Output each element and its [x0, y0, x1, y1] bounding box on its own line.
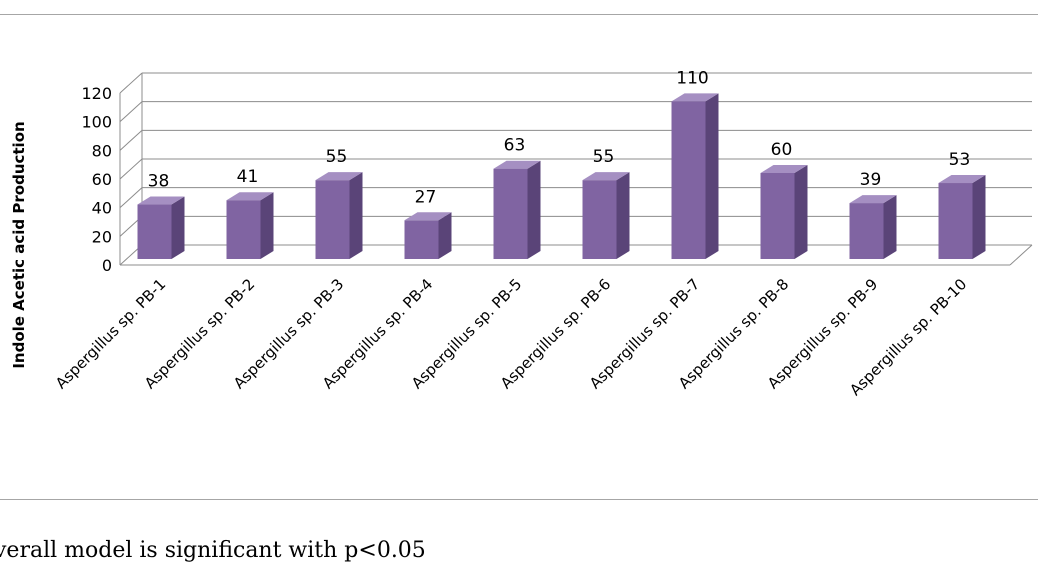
y-axis-title: Indole Acetic acid Production: [10, 121, 28, 368]
bar-front: [226, 200, 261, 259]
y-tick-label: 80: [92, 141, 112, 160]
bars-layer: [137, 93, 986, 259]
data-label: 60: [771, 140, 793, 160]
bar-side: [794, 165, 808, 259]
bar-front: [315, 180, 350, 259]
data-label: 63: [504, 136, 526, 156]
bar-top: [315, 172, 363, 181]
gridline-diagonal: [119, 72, 143, 94]
bar-side: [260, 192, 274, 259]
data-label: 53: [949, 150, 971, 170]
gridline-diagonal: [119, 158, 143, 180]
y-tick-label: 40: [92, 199, 112, 218]
bar-top: [938, 175, 986, 184]
gridline-diagonal: [119, 101, 143, 123]
y-tick-label: 120: [81, 84, 112, 103]
bar-side: [616, 172, 630, 259]
bar: [404, 212, 452, 259]
data-label: 55: [326, 147, 348, 167]
data-label: 41: [237, 167, 259, 187]
y-tick-label: 20: [92, 227, 112, 246]
data-label: 39: [860, 170, 882, 190]
bar-top: [760, 165, 808, 173]
bar-front: [404, 220, 439, 259]
bar-top: [137, 196, 185, 205]
bar: [671, 93, 719, 259]
bar-front: [938, 183, 973, 259]
bar-side: [972, 175, 986, 259]
chart-frame: [0, 14, 1038, 500]
bar-side: [883, 195, 897, 259]
data-label: 27: [415, 187, 437, 207]
bar-side: [527, 160, 541, 259]
bar: [582, 172, 630, 259]
bar: [849, 195, 897, 259]
bar-top: [404, 212, 452, 221]
bar: [493, 160, 541, 259]
bar-side: [438, 212, 452, 259]
bar-front: [493, 168, 528, 259]
bar-side: [171, 196, 185, 259]
bar-front: [137, 204, 172, 259]
y-tick-label: 0: [102, 256, 112, 275]
bar: [760, 165, 808, 259]
y-tick-label: 100: [81, 113, 112, 132]
bar-top: [849, 195, 897, 204]
bar-side: [705, 93, 719, 259]
gridline-diagonal: [119, 129, 143, 151]
bar-top: [493, 160, 541, 169]
bar-front: [671, 101, 706, 259]
data-label: 110: [676, 68, 708, 88]
bar-top: [226, 192, 274, 201]
y-tick-label: 60: [92, 170, 112, 189]
bar-top: [671, 93, 719, 102]
bar-front: [849, 203, 884, 259]
bar: [938, 175, 986, 259]
caption-text: verall model is significant with p<0.05: [0, 538, 426, 563]
bar: [137, 196, 185, 259]
gridline-diagonal: [119, 187, 143, 209]
bar-top: [582, 172, 630, 181]
data-label: 38: [148, 172, 170, 192]
floor-right-edge: [1009, 244, 1033, 266]
bar-side: [349, 172, 363, 259]
bar-front: [582, 180, 617, 259]
data-label: 55: [593, 147, 615, 167]
bar: [226, 192, 274, 259]
bar: [315, 172, 363, 259]
bar-front: [760, 173, 795, 259]
